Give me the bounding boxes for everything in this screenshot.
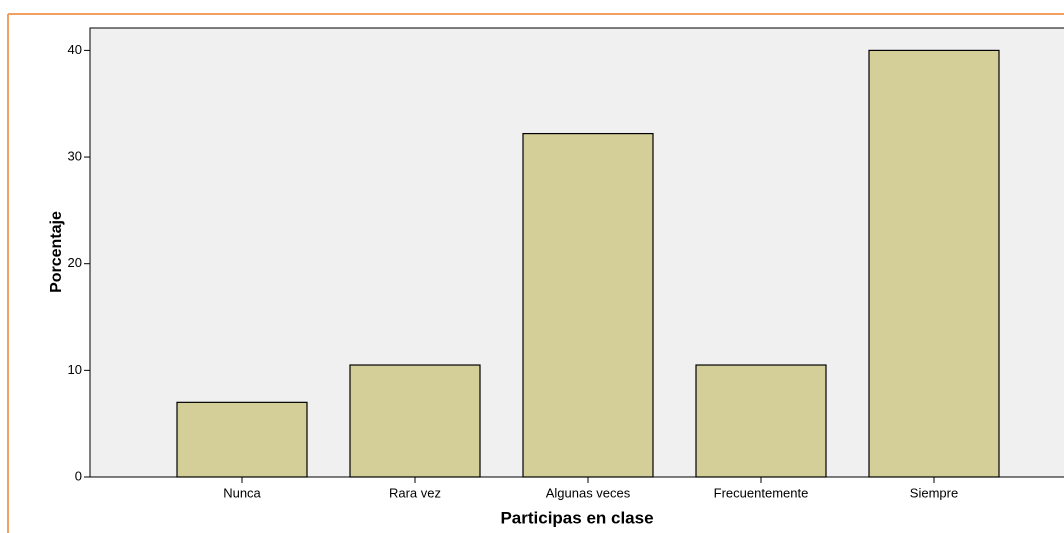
x-tick-label: Frecuentemente	[714, 485, 809, 500]
bar	[176, 401, 308, 478]
x-tick-label: Algunas veces	[546, 485, 631, 500]
y-tick-label: 0	[75, 468, 82, 483]
x-tick-label: Nunca	[223, 485, 261, 500]
bar	[868, 49, 1000, 478]
x-tick-label: Siempre	[910, 485, 958, 500]
x-axis-title: Participas en clase	[500, 508, 653, 527]
y-tick-label: 10	[68, 362, 82, 377]
bar	[522, 132, 654, 478]
bar	[695, 364, 827, 478]
y-axis-title: Porcentaje	[48, 211, 65, 293]
y-tick-label: 30	[68, 148, 82, 163]
y-tick-label: 40	[68, 42, 82, 57]
y-tick-label: 20	[68, 255, 82, 270]
bar	[349, 364, 481, 478]
x-tick-label: Rara vez	[389, 485, 441, 500]
